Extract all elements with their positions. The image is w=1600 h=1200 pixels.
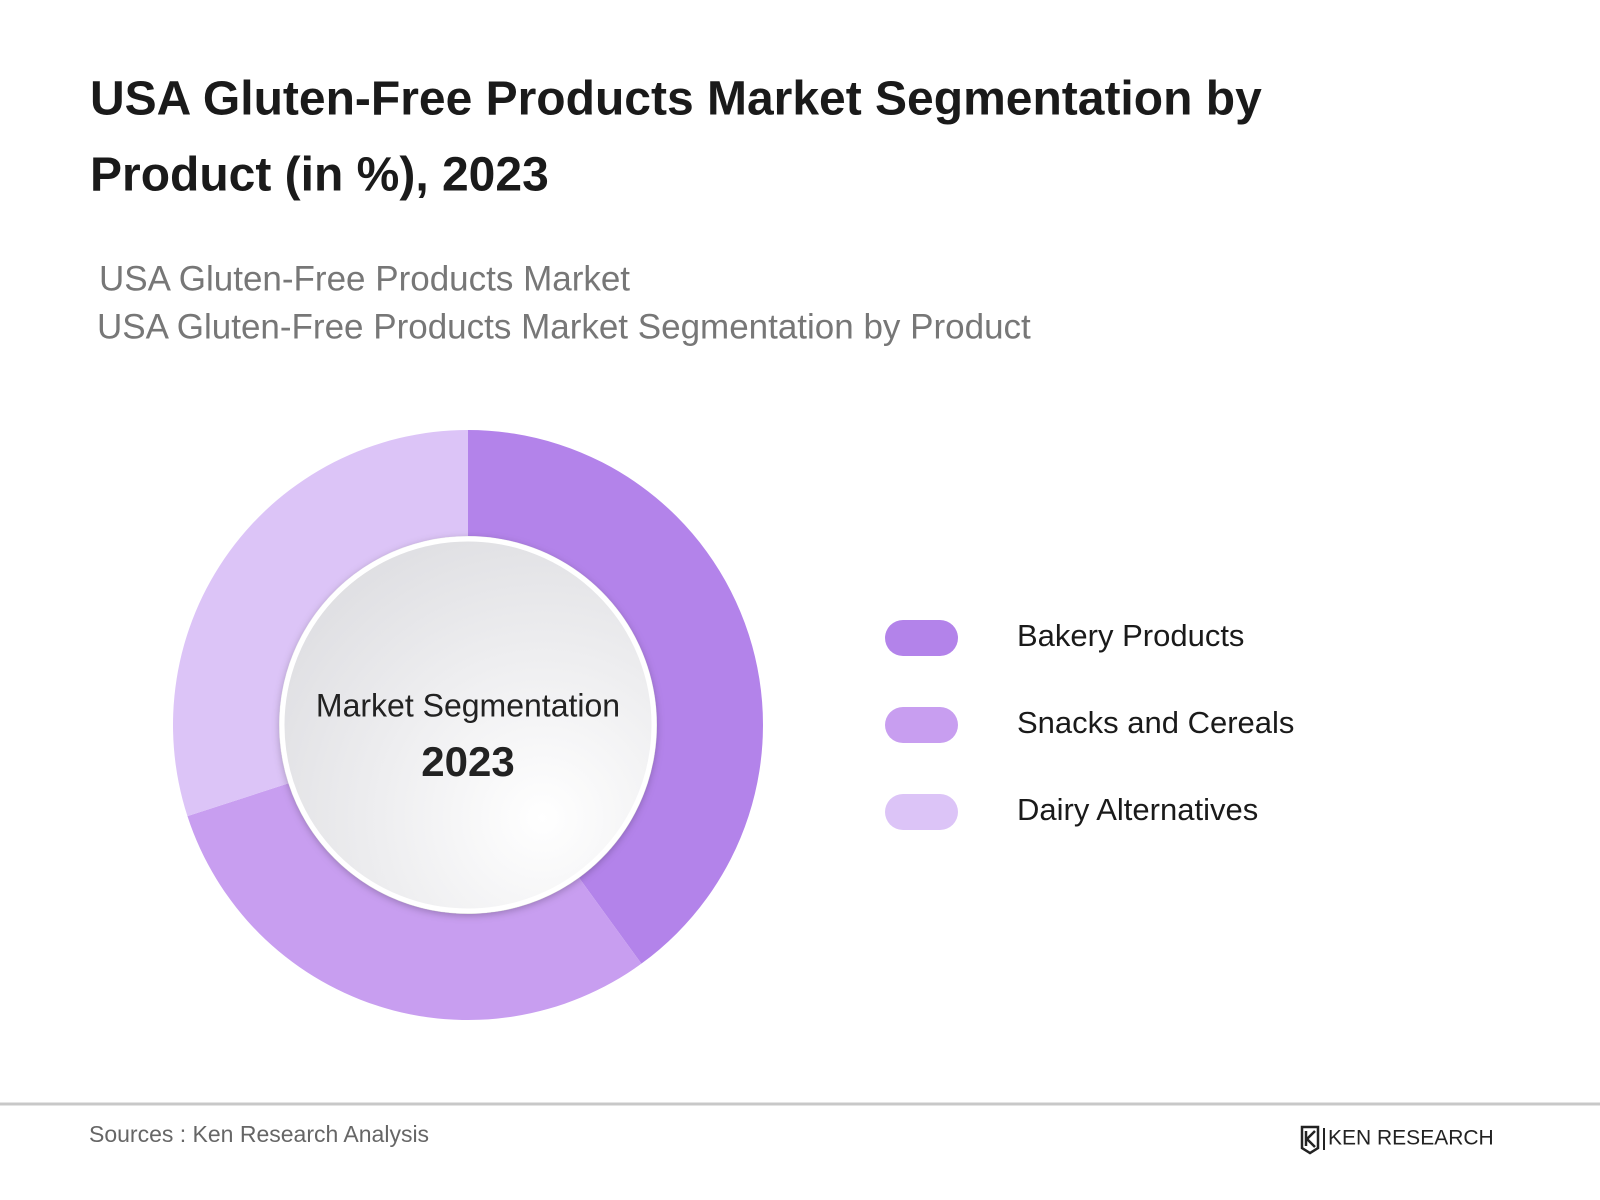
legend-label: Dairy Alternatives (1017, 792, 1258, 827)
donut-slice (187, 783, 642, 1021)
legend: Bakery Products Snacks and Cereals Dairy A… (885, 618, 1294, 830)
donut-center (279, 536, 657, 914)
subtitle-line: USA Gluten-Free Products Market Segmenta… (97, 307, 1031, 346)
center-year: 2023 (421, 738, 514, 785)
subtitle-line: USA Gluten-Free Products Market (99, 259, 630, 298)
title-line: Product (in %), 2023 (90, 149, 549, 202)
donut-slice (468, 430, 764, 964)
center-label: Market Segmentation (316, 687, 620, 723)
logo-icon (1300, 1125, 1320, 1155)
legend-label: Bakery Products (1017, 618, 1244, 653)
legend-label: Snacks and Cereals (1017, 705, 1294, 740)
legend-swatch (885, 620, 958, 656)
source: Sources : Ken Research Analysis (89, 1121, 429, 1147)
logo: KEN RESEARCH (1300, 1125, 1494, 1155)
legend-swatch (885, 707, 958, 743)
legend-swatch (885, 794, 958, 830)
logo-icon (1304, 1130, 1316, 1148)
logo-text: KEN RESEARCH (1328, 1127, 1494, 1150)
title-line: USA Gluten-Free Products Market Segmenta… (90, 73, 1262, 126)
donut (172, 429, 764, 1021)
donut-slice (172, 429, 468, 817)
